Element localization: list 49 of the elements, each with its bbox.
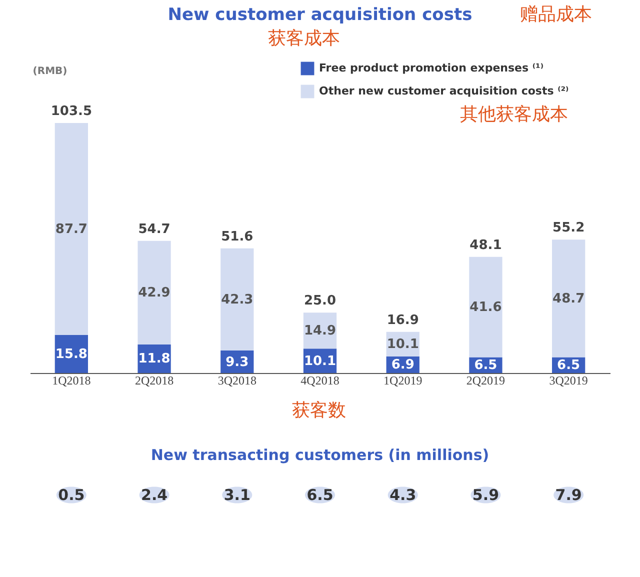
- text: New transacting customers (in millions): [150, 446, 490, 464]
- data-label: 6.5: [306, 486, 334, 504]
- total-label: 103.5: [50, 104, 92, 119]
- data-label: 7.9: [555, 486, 582, 504]
- text: 获客成本: [268, 27, 340, 50]
- legend-label: Other new customer acquisition costs ⁽²⁾: [319, 84, 569, 98]
- data-label: 5.9: [472, 486, 500, 504]
- data-label: 41.6: [470, 300, 502, 316]
- data-label: 48.7: [552, 291, 585, 306]
- chart-title: New customer acquisition costs: [168, 5, 472, 25]
- data-label: 10.1: [386, 337, 419, 352]
- x-tick-label: 3Q2018: [218, 374, 256, 388]
- total-label: 48.1: [470, 238, 502, 253]
- x-tick-label: 2Q2018: [134, 374, 174, 388]
- data-label: 4.3: [390, 486, 416, 504]
- data-label: 42.3: [221, 292, 254, 308]
- data-label: 6.9: [391, 358, 414, 373]
- annotation: 其他获客成本: [460, 103, 568, 126]
- text: 获客数: [292, 399, 346, 422]
- data-label: 15.8: [55, 346, 88, 362]
- data-label: 6.5: [557, 358, 580, 374]
- x-tick-label: 3Q2019: [549, 374, 588, 388]
- data-label: 11.8: [138, 352, 170, 367]
- bar: [552, 240, 586, 358]
- data-label: 3.1: [224, 486, 250, 504]
- bar: [54, 123, 88, 335]
- data-label: 9.3: [226, 354, 249, 370]
- x-tick-label: 2Q2019: [466, 374, 506, 388]
- data-label: 42.9: [138, 286, 170, 301]
- bar: [469, 256, 502, 358]
- data-label: 10.1: [304, 354, 336, 369]
- bar: [138, 240, 171, 344]
- x-tick-label: 4Q2018: [300, 374, 340, 388]
- bar: [220, 248, 254, 351]
- data-label: 14.9: [304, 324, 336, 339]
- data-label: 6.5: [474, 358, 498, 374]
- data-label: 2.4: [140, 486, 168, 504]
- legend-label: Free product promotion expenses ⁽¹⁾: [319, 62, 544, 74]
- y-axis-title: (RMB): [32, 66, 68, 77]
- x-tick-label: 1Q2018: [52, 374, 91, 388]
- total-label: 55.2: [552, 220, 585, 236]
- data-label: 0.5: [58, 486, 85, 504]
- x-tick-label: 1Q2019: [384, 374, 422, 388]
- total-label: 25.0: [304, 294, 336, 309]
- total-label: 54.7: [138, 222, 170, 237]
- total-label: 51.6: [221, 229, 254, 244]
- data-label: 87.7: [55, 222, 88, 237]
- text: 赠品成本: [520, 3, 592, 26]
- total-label: 16.9: [386, 312, 419, 328]
